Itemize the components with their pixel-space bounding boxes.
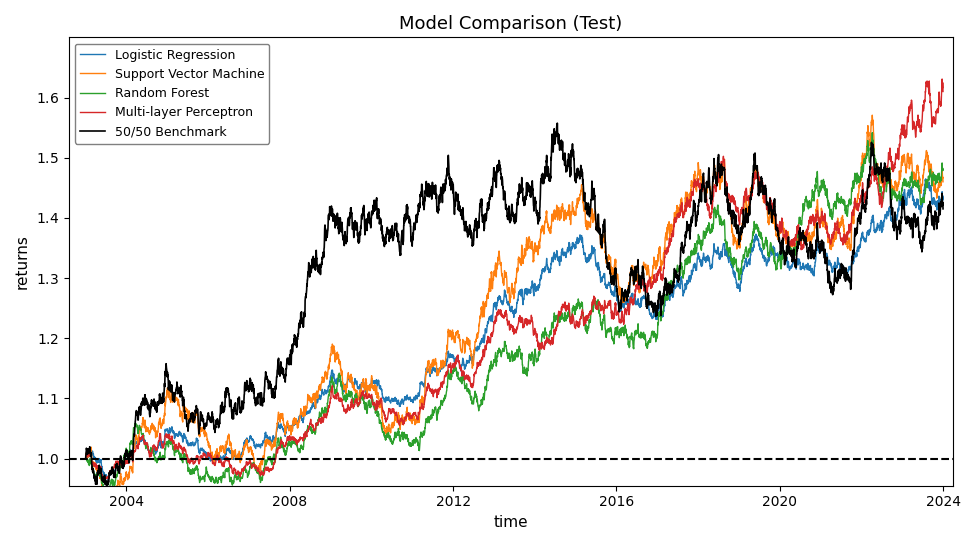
Y-axis label: returns: returns: [15, 234, 30, 289]
Title: Model Comparison (Test): Model Comparison (Test): [400, 15, 622, 33]
Line: Support Vector Machine: Support Vector Machine: [86, 115, 943, 500]
Line: Random Forest: Random Forest: [86, 132, 943, 495]
Line: Multi-layer Perceptron: Multi-layer Perceptron: [86, 79, 943, 480]
Legend: Logistic Regression, Support Vector Machine, Random Forest, Multi-layer Perceptr: Logistic Regression, Support Vector Mach…: [75, 44, 270, 143]
Line: 50/50 Benchmark: 50/50 Benchmark: [86, 123, 943, 485]
X-axis label: time: time: [493, 515, 529, 530]
Line: Logistic Regression: Logistic Regression: [86, 179, 943, 480]
